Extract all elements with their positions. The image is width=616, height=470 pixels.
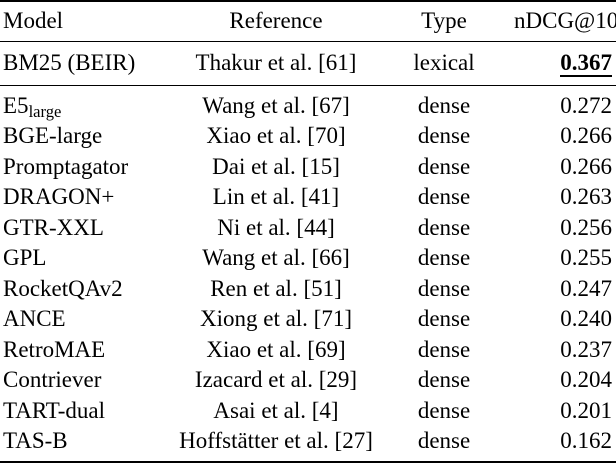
reference-cell: Asai et al. [4] xyxy=(213,397,339,423)
type-cell: dense xyxy=(417,245,471,271)
type-cell: dense xyxy=(417,367,471,393)
column-header-reference: Reference xyxy=(229,8,323,34)
model-cell: BGE-large xyxy=(0,121,178,152)
ndcg-cell: 0.272 xyxy=(560,92,612,118)
model-name: GTR-XXL xyxy=(3,214,104,240)
reference-cell: Hoffstätter et al. [27] xyxy=(179,428,373,454)
type-cell: dense xyxy=(417,336,471,362)
model-name: Promptagator xyxy=(3,153,129,179)
ndcg-cell: 0.266 xyxy=(560,123,612,149)
reference-cell: Thakur et al. [61] xyxy=(195,50,357,75)
type-cell: dense xyxy=(417,153,471,179)
model-cell: RocketQAv2 xyxy=(0,274,178,305)
baseline-section: BM25 (BEIR) Thakur et al. [61] lexical 0… xyxy=(0,41,616,85)
table-row: E5large Wang et al. [67] dense 0.272 xyxy=(0,85,616,121)
table-header: Model Reference Type nDCG@10 xyxy=(0,1,616,41)
column-header-type: Type xyxy=(421,8,467,34)
model-name: TART-dual xyxy=(3,397,105,423)
model-name: DRAGON+ xyxy=(3,184,115,210)
table-row: GTR-XXL Ni et al. [44] dense 0.256 xyxy=(0,213,616,244)
model-name: E5 xyxy=(3,92,29,118)
baseline-row: BM25 (BEIR) Thakur et al. [61] lexical 0… xyxy=(0,41,616,85)
type-cell: dense xyxy=(417,123,471,149)
reference-cell: Wang et al. [66] xyxy=(202,245,350,271)
best-score-value: 0.367 xyxy=(560,49,612,77)
model-cell: TAS-B xyxy=(0,426,178,462)
table-row: Contriever Izacard et al. [29] dense 0.2… xyxy=(0,365,616,396)
model-name: TAS-B xyxy=(3,428,68,454)
reference-cell: Izacard et al. [29] xyxy=(194,367,358,393)
ndcg-cell: 0.240 xyxy=(560,306,612,332)
type-cell: dense xyxy=(417,275,471,301)
model-cell: Contriever xyxy=(0,365,178,396)
type-cell: dense xyxy=(417,397,471,423)
model-cell: BM25 (BEIR) xyxy=(3,50,136,75)
table-row: RetroMAE Xiao et al. [69] dense 0.237 xyxy=(0,335,616,366)
reference-cell: Xiao et al. [69] xyxy=(206,336,346,362)
table-row: TAS-B Hoffstätter et al. [27] dense 0.16… xyxy=(0,426,616,462)
reference-cell: Ni et al. [44] xyxy=(217,214,335,240)
reference-cell: Xiong et al. [71] xyxy=(199,306,352,332)
column-header-model: Model xyxy=(3,8,64,34)
table-row: ANCE Xiong et al. [71] dense 0.240 xyxy=(0,304,616,335)
model-cell: DRAGON+ xyxy=(0,182,178,213)
type-cell: dense xyxy=(417,214,471,240)
reference-cell: Ren et al. [51] xyxy=(210,275,342,301)
model-cell: RetroMAE xyxy=(0,335,178,366)
reference-cell: Dai et al. [15] xyxy=(212,153,340,179)
table-row: RocketQAv2 Ren et al. [51] dense 0.247 xyxy=(0,274,616,305)
table-row: BGE-large Xiao et al. [70] dense 0.266 xyxy=(0,121,616,152)
reference-cell: Lin et al. [41] xyxy=(212,184,340,210)
model-name: BGE-large xyxy=(3,123,103,149)
header-row: Model Reference Type nDCG@10 xyxy=(0,1,616,41)
ndcg-cell: 0.255 xyxy=(560,245,612,271)
ndcg-cell: 0.247 xyxy=(560,275,612,301)
model-cell: ANCE xyxy=(0,304,178,335)
table-row: DRAGON+ Lin et al. [41] dense 0.263 xyxy=(0,182,616,213)
model-subscript: large xyxy=(28,101,62,121)
ndcg-cell: 0.367 xyxy=(514,41,616,85)
model-name: GPL xyxy=(3,245,47,271)
dense-models-section: E5large Wang et al. [67] dense 0.272 BGE… xyxy=(0,85,616,462)
model-cell: E5large xyxy=(0,85,178,121)
model-name: RocketQAv2 xyxy=(3,275,123,301)
model-name: ANCE xyxy=(3,306,66,332)
column-header-ndcg: nDCG@10 xyxy=(514,8,616,34)
ndcg-cell: 0.204 xyxy=(560,367,612,393)
table-row: Promptagator Dai et al. [15] dense 0.266 xyxy=(0,152,616,183)
model-name: Contriever xyxy=(3,367,102,393)
type-cell: dense xyxy=(417,184,471,210)
ndcg-cell: 0.266 xyxy=(560,153,612,179)
type-cell: lexical xyxy=(413,50,475,75)
ndcg-cell: 0.162 xyxy=(560,428,612,454)
type-cell: dense xyxy=(417,92,471,118)
model-cell: GPL xyxy=(0,243,178,274)
type-cell: dense xyxy=(417,428,471,454)
model-cell: Promptagator xyxy=(0,152,178,183)
table-row: GPL Wang et al. [66] dense 0.255 xyxy=(0,243,616,274)
model-name: RetroMAE xyxy=(3,336,106,362)
ndcg-cell: 0.201 xyxy=(560,397,612,423)
reference-cell: Wang et al. [67] xyxy=(202,92,350,118)
ndcg-cell: 0.263 xyxy=(560,184,612,210)
ndcg-cell: 0.256 xyxy=(560,214,612,240)
table-row: TART-dual Asai et al. [4] dense 0.201 xyxy=(0,396,616,427)
model-cell: GTR-XXL xyxy=(0,213,178,244)
reference-cell: Xiao et al. [70] xyxy=(206,123,346,149)
type-cell: dense xyxy=(417,306,471,332)
model-cell: TART-dual xyxy=(0,396,178,427)
ndcg-cell: 0.237 xyxy=(560,336,612,362)
